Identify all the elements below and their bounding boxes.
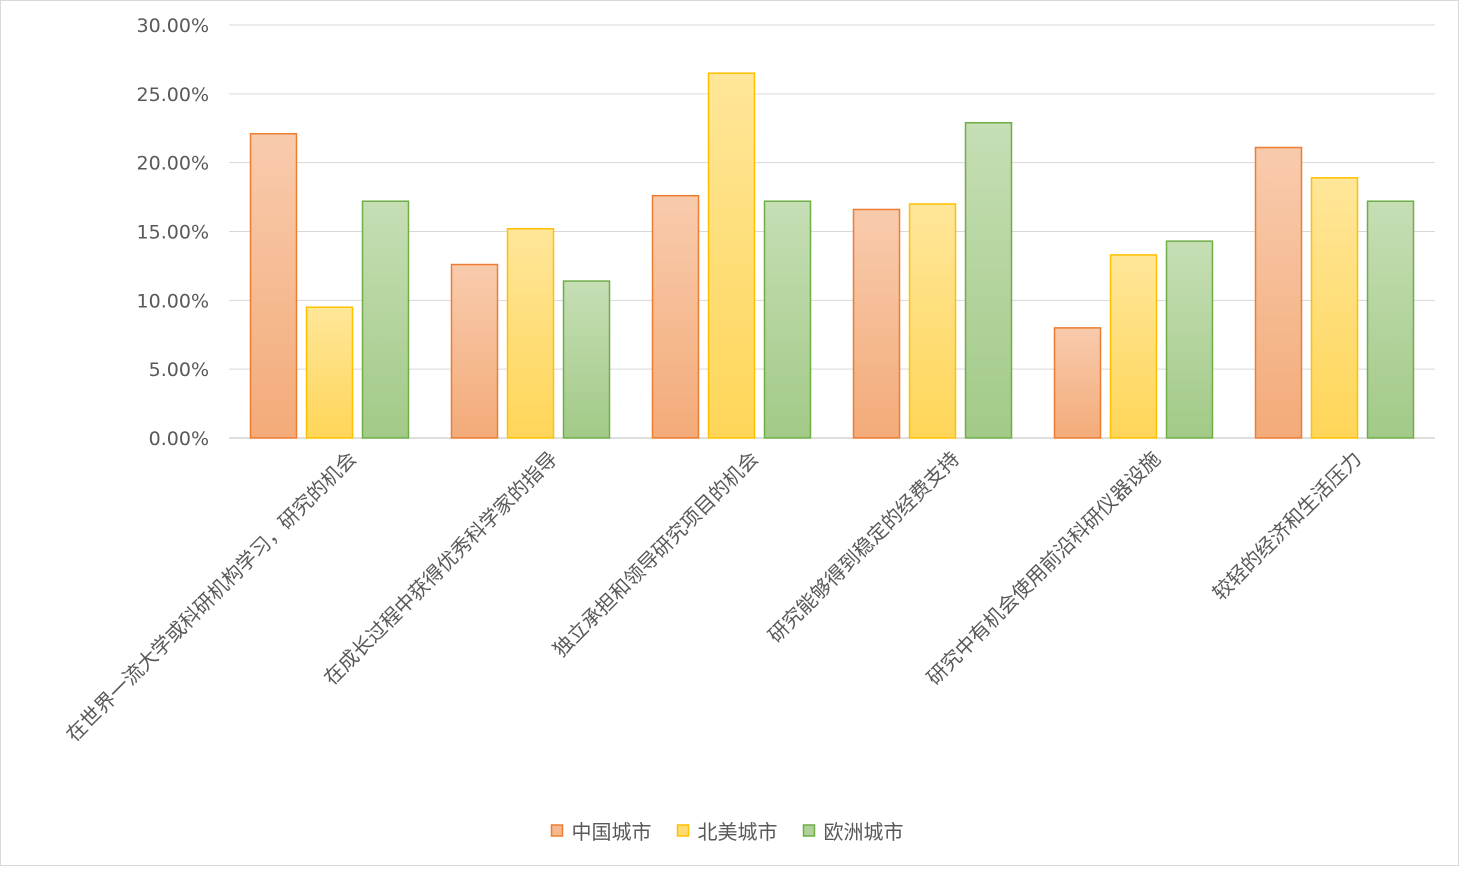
- legend-swatch: [550, 824, 564, 837]
- x-tick-label: 在成长过程中获得优秀科学家的指导: [319, 447, 562, 690]
- bar: [908, 203, 957, 439]
- bar: [1109, 254, 1158, 439]
- x-tick-label: 独立承担和领导研究项目的机会: [548, 447, 763, 662]
- legend-label: 欧洲城市: [824, 820, 904, 844]
- bar: [707, 72, 756, 439]
- bar: [305, 306, 354, 439]
- bar: [1310, 177, 1359, 439]
- y-tick-label: 20.00%: [137, 153, 209, 175]
- legend-swatch: [802, 824, 816, 837]
- gridlines: [229, 24, 1435, 439]
- bar: [1254, 146, 1303, 439]
- bar: [506, 227, 555, 439]
- bar: [249, 133, 298, 439]
- bar: [562, 280, 611, 439]
- y-tick-label: 30.00%: [137, 15, 209, 37]
- x-axis: 在世界一流大学或科研机构学习，研究的机会在成长过程中获得优秀科学家的指导独立承担…: [61, 447, 1366, 747]
- x-tick-label: 研究中有机会使用前沿科研仪器设施: [922, 447, 1165, 690]
- y-axis: 0.00% 5.00% 10.00% 15.00% 20.00% 25.00% 30.00%: [137, 15, 209, 450]
- y-tick-label: 15.00%: [137, 222, 209, 244]
- x-tick-label: 在世界一流大学或科研机构学习，研究的机会: [61, 447, 361, 747]
- legend-item: 欧洲城市: [802, 820, 904, 844]
- y-tick-label: 10.00%: [137, 290, 209, 312]
- y-tick-label: 0.00%: [149, 428, 209, 450]
- legend: 中国城市 北美城市 欧洲城市: [550, 820, 904, 844]
- y-tick-label: 25.00%: [137, 84, 209, 106]
- bar: [1366, 200, 1415, 439]
- bar: [964, 121, 1013, 439]
- legend-swatch: [676, 824, 690, 837]
- bar: [651, 194, 700, 439]
- x-tick-label: 研究能够得到稳定的经费支持: [763, 447, 964, 648]
- legend-label: 中国城市: [572, 820, 652, 844]
- bars: [249, 72, 1415, 439]
- legend-label: 北美城市: [698, 820, 778, 844]
- legend-item: 北美城市: [676, 820, 778, 844]
- bar: [1165, 240, 1214, 439]
- bar: [450, 263, 499, 439]
- bar: [852, 208, 901, 439]
- bar: [1053, 327, 1102, 439]
- y-tick-label: 5.00%: [149, 359, 209, 381]
- bar: [361, 200, 410, 439]
- bar: [763, 200, 812, 439]
- x-tick-label: 较轻的经济和生活压力: [1208, 447, 1366, 605]
- legend-item: 中国城市: [550, 820, 652, 844]
